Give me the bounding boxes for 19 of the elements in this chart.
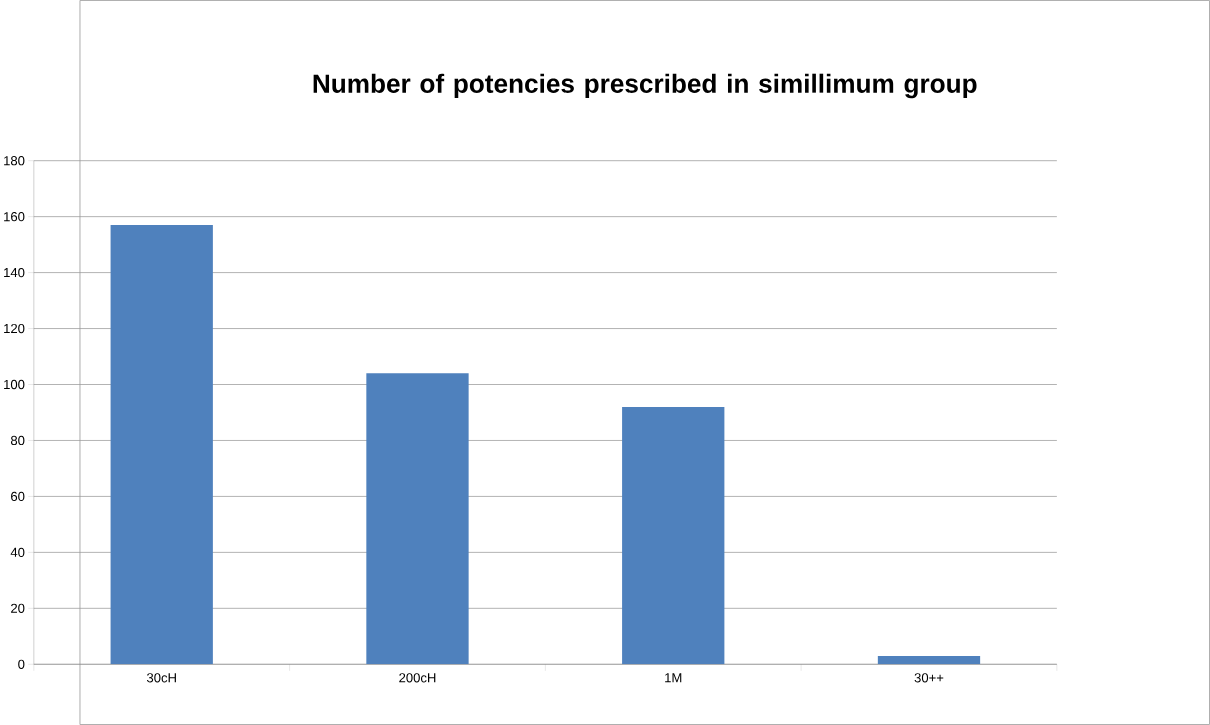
y-tick-label: 40: [10, 547, 25, 557]
bar: [366, 373, 469, 665]
y-tick-label: 160: [4, 212, 25, 222]
y-tick-label: 120: [4, 323, 25, 334]
y-tick-label: 140: [4, 267, 25, 278]
x-tick-label: 30cH: [146, 673, 176, 683]
y-tick-label: 60: [11, 491, 25, 502]
bar: [877, 655, 981, 665]
y-tick-label: 180: [4, 156, 25, 166]
x-tick-label: 1M: [665, 673, 682, 683]
bar: [110, 225, 213, 665]
y-tick-label: 100: [4, 379, 25, 390]
chart-title: Number of potencies prescribed in simillimum group: [313, 73, 977, 99]
bar: [622, 406, 725, 665]
y-tick-label: 0: [18, 659, 25, 669]
y-tick-label: 80: [10, 435, 25, 446]
x-tick-label: 30++: [914, 673, 944, 683]
y-tick-label: 20: [11, 603, 25, 613]
x-tick-label: 200cH: [399, 673, 436, 683]
